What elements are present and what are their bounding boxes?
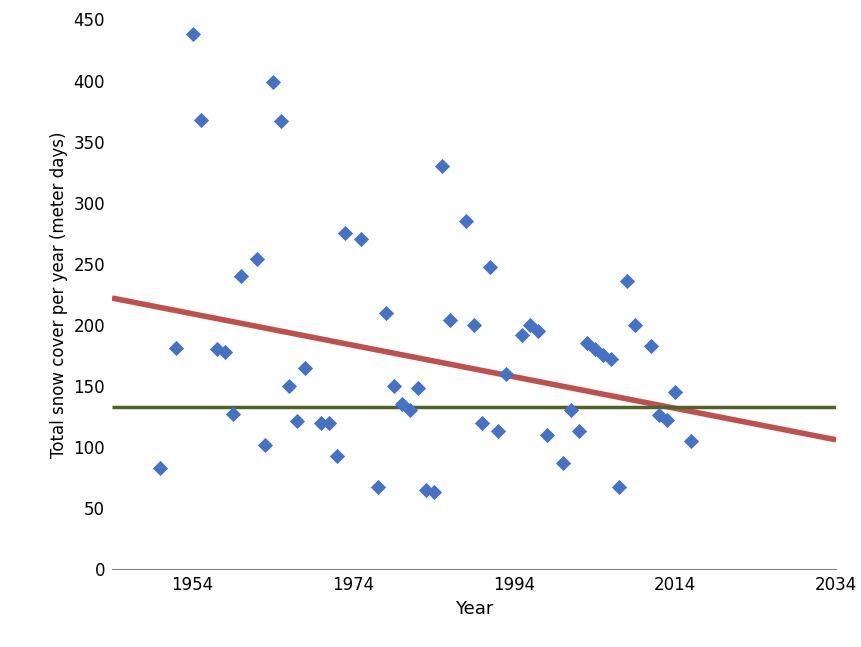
Point: [402, 405, 416, 415]
Point: [370, 482, 384, 492]
Point: [499, 369, 512, 379]
Point: [274, 116, 288, 126]
Point: [611, 482, 625, 492]
Point: [571, 426, 585, 437]
Point: [322, 417, 336, 428]
Point: [483, 262, 497, 272]
Point: [153, 463, 167, 473]
Point: [563, 405, 577, 415]
Point: [531, 326, 545, 336]
Point: [684, 436, 697, 446]
Point: [628, 320, 641, 330]
Point: [539, 430, 553, 440]
Point: [233, 271, 247, 281]
Point: [474, 417, 488, 428]
Point: [667, 387, 681, 397]
Point: [652, 410, 666, 421]
Point: [170, 343, 183, 353]
Point: [523, 320, 536, 330]
Point: [660, 415, 673, 426]
Point: [426, 487, 440, 498]
Point: [411, 383, 424, 393]
Point: [354, 234, 368, 245]
Point: [226, 409, 239, 419]
Point: [185, 29, 199, 39]
Point: [459, 216, 473, 226]
Point: [643, 340, 657, 351]
Point: [257, 439, 271, 450]
Point: [218, 347, 232, 357]
Point: [587, 344, 601, 355]
Point: [443, 315, 456, 325]
Point: [314, 417, 328, 428]
X-axis label: Year: Year: [455, 600, 492, 618]
Point: [387, 381, 400, 391]
Point: [595, 350, 609, 360]
Point: [378, 307, 392, 318]
Y-axis label: Total snow cover per year (meter days): Total snow cover per year (meter days): [50, 131, 68, 457]
Point: [418, 485, 432, 495]
Point: [338, 228, 352, 239]
Point: [209, 344, 223, 355]
Point: [435, 161, 449, 171]
Point: [604, 354, 617, 364]
Point: [250, 254, 263, 264]
Point: [282, 381, 295, 391]
Point: [619, 276, 633, 286]
Point: [515, 329, 529, 340]
Point: [555, 458, 569, 468]
Point: [579, 338, 593, 349]
Point: [467, 320, 480, 330]
Point: [266, 76, 280, 87]
Point: [394, 399, 408, 410]
Point: [330, 450, 344, 461]
Point: [194, 115, 208, 125]
Point: [298, 362, 312, 373]
Point: [290, 416, 304, 426]
Point: [491, 426, 505, 437]
